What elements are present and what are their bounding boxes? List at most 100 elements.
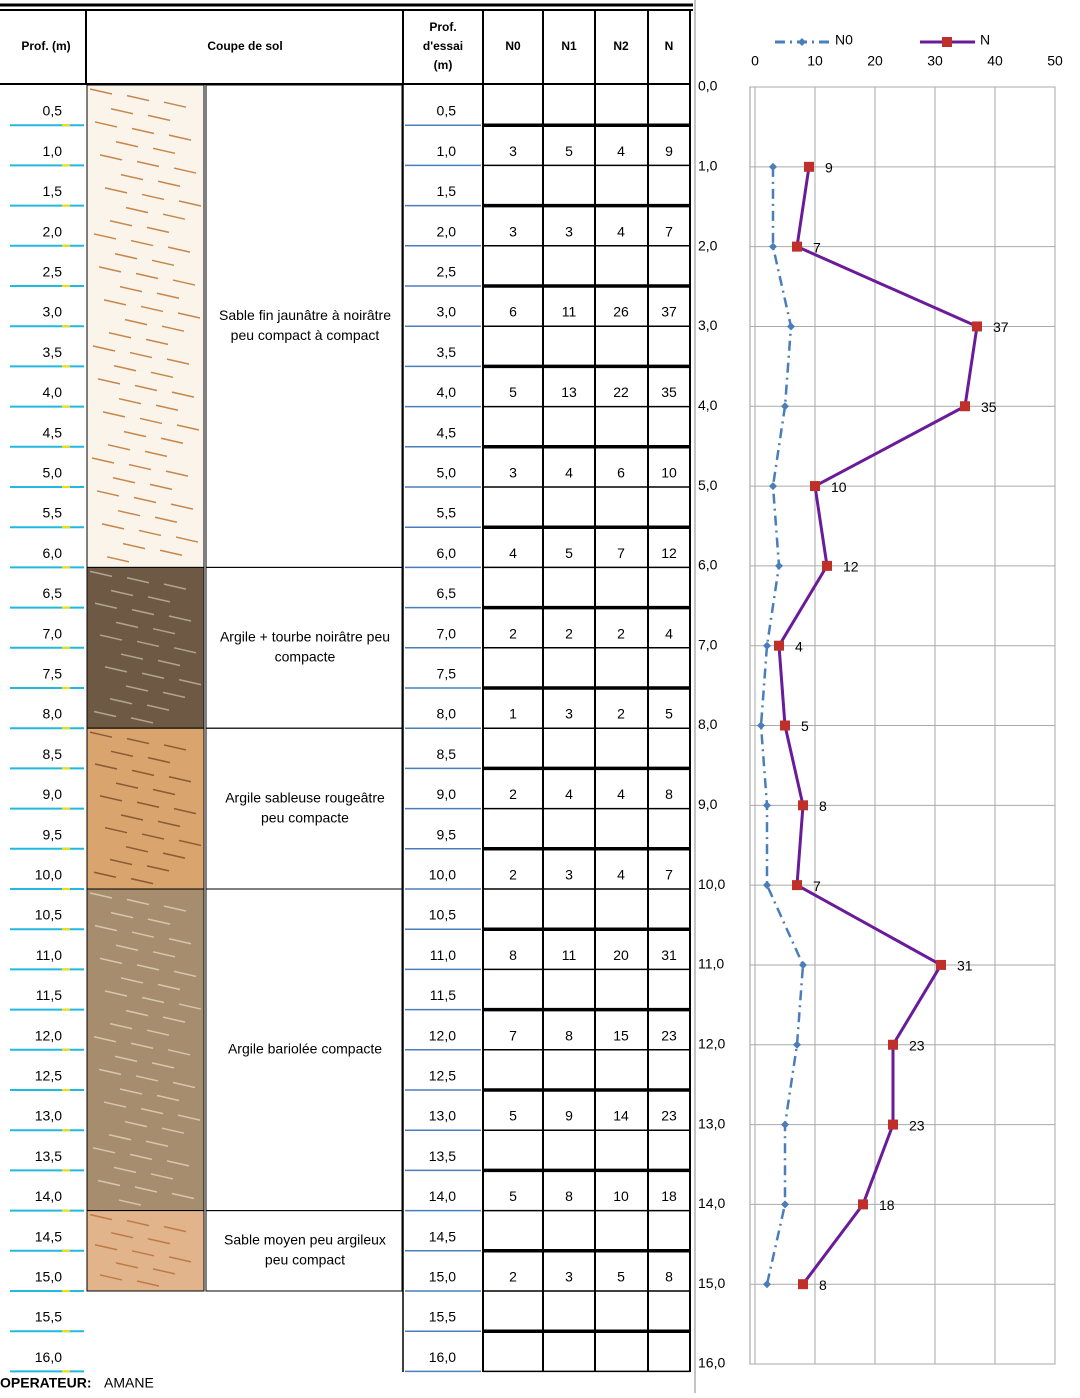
test-value: 4 [617, 786, 625, 802]
test-value: 7 [665, 223, 673, 239]
test-value: 2 [617, 625, 625, 641]
test-depth-label: 8,5 [437, 746, 457, 762]
depth-label: 1,0 [43, 143, 63, 159]
test-value: 5 [565, 545, 573, 561]
test-value: 3 [509, 223, 517, 239]
depth-label: 9,5 [43, 826, 63, 842]
depth-label: 10,5 [35, 907, 62, 923]
layer-texture [87, 567, 204, 728]
test-value: 4 [617, 143, 625, 159]
x-tick-label: 40 [987, 53, 1003, 69]
test-depth-label: 5,5 [437, 505, 457, 521]
marker [972, 321, 982, 331]
y-tick-label: 4,0 [698, 397, 718, 413]
test-value: 26 [613, 304, 629, 320]
x-tick-label: 0 [751, 53, 759, 69]
marker [822, 561, 832, 571]
y-tick-label: 7,0 [698, 636, 718, 652]
depth-label: 0,5 [43, 103, 63, 119]
depth-label: 15,0 [35, 1269, 62, 1285]
test-value: 2 [565, 625, 573, 641]
test-value: 11 [562, 304, 577, 320]
test-value: 5 [509, 1188, 517, 1204]
test-depth-label: 9,5 [437, 826, 457, 842]
legend-label: N [980, 32, 990, 48]
header-n2: N2 [613, 39, 629, 53]
layer-description: Argile bariolée compacte [228, 1041, 382, 1057]
test-value: 6 [617, 465, 625, 481]
test-depth-label: 15,5 [429, 1309, 456, 1325]
test-value: 10 [613, 1188, 629, 1204]
test-value: 8 [565, 1188, 573, 1204]
test-value: 5 [565, 143, 573, 159]
depth-label: 3,5 [43, 344, 63, 360]
x-tick-label: 10 [807, 53, 823, 69]
test-value: 31 [661, 947, 677, 963]
depth-label: 11,5 [36, 987, 62, 1003]
marker [798, 800, 808, 810]
test-value: 7 [509, 1027, 517, 1043]
marker [936, 960, 946, 970]
y-tick-label: 0,0 [698, 78, 718, 94]
marker [792, 880, 802, 890]
test-value: 3 [565, 867, 573, 883]
data-label: 18 [879, 1197, 895, 1213]
test-value: 23 [661, 1108, 677, 1124]
test-depth-label: 6,0 [437, 545, 457, 561]
test-depth-label: 6,5 [437, 585, 457, 601]
y-tick-label: 6,0 [698, 557, 718, 573]
layer-description: Sable fin jaunâtre à noirâtre [219, 307, 391, 323]
data-label: 23 [909, 1037, 925, 1053]
test-value: 7 [665, 867, 673, 883]
test-value: 14 [613, 1108, 629, 1124]
test-value: 9 [665, 143, 673, 159]
test-depth-label: 7,0 [437, 625, 457, 641]
header-n: N [665, 39, 674, 53]
depth-label: 1,5 [43, 183, 63, 199]
test-value: 3 [565, 1269, 573, 1285]
header-prof-essai: d'essai [423, 39, 463, 53]
header-n0: N0 [505, 39, 521, 53]
y-tick-label: 11,0 [698, 956, 724, 972]
test-value: 15 [613, 1027, 629, 1043]
test-value: 4 [665, 625, 673, 641]
data-label: 4 [795, 638, 803, 654]
depth-label: 7,0 [43, 625, 63, 641]
layer-texture [87, 1211, 204, 1291]
marker [810, 481, 820, 491]
test-value: 8 [565, 1027, 573, 1043]
marker [858, 1199, 868, 1209]
test-depth-label: 9,0 [437, 786, 457, 802]
depth-label: 15,5 [35, 1309, 62, 1325]
data-label: 31 [957, 958, 973, 974]
marker [888, 1120, 898, 1130]
test-value: 20 [613, 947, 629, 963]
depth-label: 12,5 [35, 1068, 62, 1084]
test-value: 2 [509, 1269, 517, 1285]
y-tick-label: 9,0 [698, 796, 718, 812]
test-depth-label: 2,0 [437, 223, 457, 239]
marker [798, 1279, 808, 1289]
test-depth-label: 11,0 [430, 947, 456, 963]
test-depth-label: 13,0 [429, 1108, 456, 1124]
layer-description: Sable moyen peu argileux [224, 1232, 386, 1248]
test-depth-label: 4,5 [437, 424, 457, 440]
data-label: 8 [819, 798, 827, 814]
test-value: 3 [565, 223, 573, 239]
data-label: 12 [843, 559, 859, 575]
test-depth-label: 2,5 [437, 264, 457, 280]
y-tick-label: 1,0 [698, 158, 718, 174]
depth-label: 8,0 [43, 706, 63, 722]
y-tick-label: 5,0 [698, 477, 718, 493]
x-tick-label: 30 [927, 53, 943, 69]
data-label: 37 [993, 319, 1009, 335]
test-value: 4 [617, 867, 625, 883]
test-value: 4 [617, 223, 625, 239]
test-value: 5 [509, 1108, 517, 1124]
data-label: 10 [831, 479, 847, 495]
data-label: 7 [813, 878, 821, 894]
depth-label: 16,0 [35, 1349, 62, 1365]
test-value: 3 [509, 465, 517, 481]
test-value: 22 [613, 384, 629, 400]
x-tick-label: 20 [867, 53, 883, 69]
